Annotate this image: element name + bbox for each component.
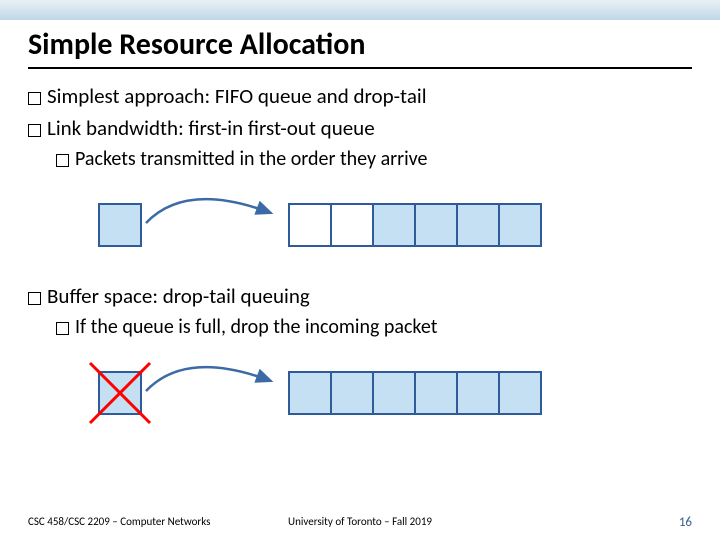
bullet-3-text: Buffer space: drop-tail queuing (47, 283, 310, 309)
slide-title: Simple Resource Allocation (28, 26, 692, 69)
bullet-2a: Packets transmitted in the order they ar… (56, 147, 692, 171)
bullet-3: Buffer space: drop-tail queuing (28, 283, 692, 309)
bullet-box-icon (28, 292, 41, 305)
bullet-3a-text: If the queue is full, drop the incoming … (75, 315, 437, 339)
queue-row (288, 371, 542, 415)
bullet-box-icon (56, 322, 69, 335)
queue-cell (288, 203, 332, 247)
queue-cell (498, 203, 542, 247)
bullet-box-icon (28, 92, 41, 105)
top-accent-band (0, 0, 720, 20)
bullet-1-text: Simplest approach: FIFO queue and drop-t… (47, 83, 427, 109)
bullet-1: Simplest approach: FIFO queue and drop-t… (28, 83, 692, 109)
bullet-2a-text: Packets transmitted in the order they ar… (75, 147, 427, 171)
queue-cell (414, 203, 458, 247)
bullet-box-icon (56, 154, 69, 167)
queue-cell (456, 371, 500, 415)
footer-center: University of Toronto – Fall 2019 (288, 515, 432, 528)
bullet-2: Link bandwidth: first-in first-out queue (28, 115, 692, 141)
fifo-diagram (88, 189, 692, 261)
queue-cell (372, 203, 416, 247)
slide-footer: CSC 458/CSC 2209 – Computer Networks Uni… (28, 515, 692, 530)
page-number: 16 (679, 515, 692, 530)
queue-row (288, 203, 542, 247)
droptail-diagram (88, 353, 692, 433)
queue-cell (372, 371, 416, 415)
queue-cell (288, 371, 332, 415)
queue-cell (330, 203, 374, 247)
bullet-2-text: Link bandwidth: first-in first-out queue (47, 115, 375, 141)
queue-cell (498, 371, 542, 415)
slide-content: Simple Resource Allocation Simplest appr… (28, 26, 692, 512)
queue-cell (456, 203, 500, 247)
bullet-3a: If the queue is full, drop the incoming … (56, 315, 692, 339)
queue-cell (414, 371, 458, 415)
footer-left: CSC 458/CSC 2209 – Computer Networks (28, 515, 210, 530)
queue-cell (330, 371, 374, 415)
bullet-box-icon (28, 124, 41, 137)
